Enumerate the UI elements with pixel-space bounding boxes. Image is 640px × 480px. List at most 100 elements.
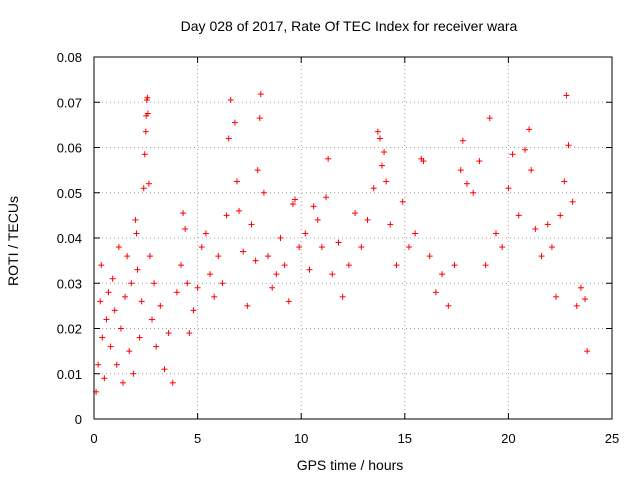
data-point bbox=[420, 158, 427, 165]
data-point bbox=[231, 119, 238, 126]
data-point bbox=[476, 158, 483, 165]
chart-title: Day 028 of 2017, Rate Of TEC Index for r… bbox=[181, 18, 518, 34]
x-tick-label: 10 bbox=[294, 431, 308, 446]
data-point bbox=[240, 248, 247, 255]
data-point bbox=[180, 210, 187, 217]
data-point bbox=[310, 203, 317, 210]
data-point bbox=[352, 210, 359, 217]
data-point bbox=[101, 375, 108, 382]
data-point bbox=[273, 271, 280, 278]
data-point bbox=[105, 289, 112, 296]
data-point bbox=[153, 343, 160, 350]
data-point bbox=[260, 189, 267, 196]
y-tick-label: 0 bbox=[75, 412, 82, 427]
y-tick-label: 0.05 bbox=[57, 186, 82, 201]
data-point bbox=[269, 284, 276, 291]
data-point bbox=[130, 370, 137, 377]
data-point bbox=[138, 298, 145, 305]
data-point bbox=[291, 196, 298, 203]
data-point bbox=[182, 225, 189, 232]
y-tick-label: 0.06 bbox=[57, 141, 82, 156]
data-point bbox=[451, 262, 458, 269]
y-axis: 0 0.01 0.02 0.03 0.04 0.05 0.06 0.07 0.08 bbox=[57, 50, 612, 427]
data-point bbox=[335, 239, 342, 246]
data-point bbox=[306, 266, 313, 273]
data-point bbox=[383, 178, 390, 185]
data-point bbox=[569, 198, 576, 205]
data-point bbox=[432, 289, 439, 296]
data-point bbox=[492, 230, 499, 237]
data-point bbox=[142, 128, 149, 135]
data-point bbox=[289, 201, 296, 208]
data-point bbox=[133, 230, 140, 237]
data-point bbox=[302, 230, 309, 237]
data-point bbox=[252, 257, 259, 264]
data-point bbox=[318, 244, 325, 251]
data-point bbox=[256, 115, 263, 122]
data-point bbox=[219, 280, 226, 287]
data-point bbox=[565, 142, 572, 149]
data-point bbox=[146, 253, 153, 260]
x-axis: 0 5 10 15 20 25 bbox=[90, 57, 619, 446]
data-point bbox=[277, 235, 284, 241]
data-point bbox=[107, 343, 114, 350]
data-point bbox=[126, 348, 133, 355]
data-point bbox=[463, 180, 470, 187]
data-point bbox=[151, 280, 158, 287]
data-point bbox=[370, 185, 377, 192]
data-point bbox=[161, 366, 168, 373]
data-point bbox=[553, 293, 560, 300]
data-point bbox=[499, 244, 506, 251]
data-point bbox=[445, 302, 452, 309]
data-point bbox=[248, 221, 255, 228]
y-tick-label: 0.08 bbox=[57, 50, 82, 65]
data-point bbox=[323, 194, 330, 201]
data-point bbox=[314, 216, 321, 223]
data-point bbox=[173, 289, 180, 296]
data-point bbox=[374, 128, 381, 135]
data-point bbox=[358, 244, 365, 251]
data-point bbox=[548, 244, 555, 251]
data-point bbox=[144, 110, 151, 117]
data-point bbox=[186, 330, 193, 337]
data-point bbox=[285, 298, 292, 305]
x-tick-label: 25 bbox=[605, 431, 619, 446]
data-point bbox=[387, 221, 394, 228]
x-tick-label: 20 bbox=[501, 431, 515, 446]
data-point bbox=[194, 284, 201, 291]
data-point bbox=[140, 185, 147, 192]
data-point bbox=[215, 253, 222, 260]
data-point bbox=[561, 178, 568, 185]
data-point bbox=[113, 361, 120, 368]
y-tick-label: 0.03 bbox=[57, 276, 82, 291]
data-point bbox=[115, 244, 122, 251]
data-point bbox=[120, 379, 127, 386]
data-point bbox=[482, 262, 489, 269]
data-point bbox=[426, 253, 433, 260]
data-point bbox=[381, 149, 388, 156]
x-tick-label: 15 bbox=[398, 431, 412, 446]
data-point bbox=[134, 266, 141, 273]
data-point bbox=[339, 293, 346, 300]
data-point bbox=[459, 137, 466, 144]
data-point bbox=[97, 298, 104, 305]
data-point bbox=[439, 271, 446, 278]
data-point bbox=[379, 162, 386, 169]
data-point bbox=[515, 212, 522, 219]
data-point bbox=[528, 167, 535, 174]
y-tick-label: 0.02 bbox=[57, 322, 82, 337]
data-point bbox=[132, 216, 139, 223]
data-point bbox=[227, 96, 234, 103]
data-point bbox=[225, 135, 232, 142]
data-point bbox=[202, 230, 209, 237]
data-point bbox=[405, 244, 412, 251]
data-point bbox=[532, 225, 539, 232]
data-point bbox=[254, 167, 261, 174]
data-point bbox=[149, 316, 156, 323]
x-tick-label: 0 bbox=[90, 431, 97, 446]
data-point bbox=[544, 221, 551, 228]
x-tick-label: 5 bbox=[194, 431, 201, 446]
data-point bbox=[128, 280, 135, 287]
data-point bbox=[486, 115, 493, 122]
data-point bbox=[103, 316, 110, 323]
